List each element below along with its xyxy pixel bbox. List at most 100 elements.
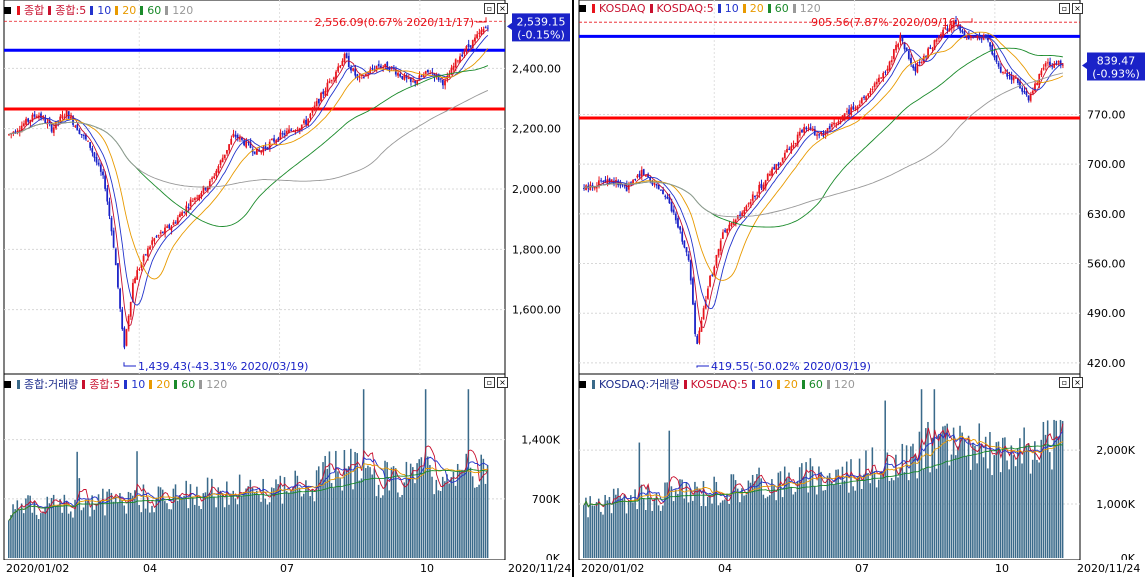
candle <box>441 80 444 86</box>
candle <box>221 157 224 163</box>
volume-bar <box>424 389 427 558</box>
candle <box>867 93 870 97</box>
volume-bar <box>940 432 942 558</box>
volume-bar <box>471 476 474 558</box>
volume-bar <box>365 468 367 558</box>
candle <box>602 181 604 183</box>
candle <box>264 146 267 149</box>
volume-bar <box>779 471 782 558</box>
volume-bar <box>892 480 895 558</box>
close-icon[interactable]: × <box>497 377 508 388</box>
candle <box>108 201 111 216</box>
candle <box>401 75 404 79</box>
volume-bar <box>255 490 258 558</box>
volume-bar <box>392 466 395 558</box>
volume-bar <box>790 486 792 558</box>
volume-bar <box>873 472 876 558</box>
volume-bar <box>57 505 59 558</box>
close-icon[interactable]: × <box>497 3 508 14</box>
candle <box>427 69 429 73</box>
volume-bar <box>685 482 688 558</box>
volume-bar <box>1036 459 1038 558</box>
volume-bar <box>388 490 391 558</box>
close-icon[interactable]: × <box>1072 377 1083 388</box>
vol-ma60-line <box>583 444 1064 508</box>
volume-bar <box>390 467 393 558</box>
high-leader <box>476 17 487 23</box>
volume-bar <box>863 474 865 558</box>
volume-bar <box>437 490 440 558</box>
candle <box>905 47 908 51</box>
volume-bar <box>980 443 983 558</box>
close-icon[interactable]: × <box>1072 3 1083 14</box>
volume-bar <box>749 482 752 558</box>
volume-bar <box>35 514 38 558</box>
candle <box>630 182 632 184</box>
candle <box>482 28 485 32</box>
volume-bar <box>187 508 190 558</box>
volume-bar <box>766 496 769 558</box>
candle <box>843 113 846 118</box>
candle <box>281 133 284 135</box>
candle <box>922 55 925 63</box>
volume-bar <box>431 476 433 558</box>
volume-bar <box>950 454 953 558</box>
candle <box>343 53 346 63</box>
volume-bar <box>106 491 108 558</box>
candle <box>474 37 476 42</box>
kospi-price-panel[interactable]: 종합 종합:5 10 20 60 120 ▫ × 2,400.00 2,200.0… <box>0 0 572 374</box>
kosdaq-price-panel[interactable]: KOSDAQ KOSDAQ:5 10 20 60 120 ▫ × 770.00 7… <box>575 0 1147 374</box>
candle <box>999 66 1002 73</box>
volume-bar <box>897 477 899 558</box>
restore-icon[interactable]: ▫ <box>484 3 495 14</box>
volume-bar <box>1012 455 1015 558</box>
candle <box>422 74 425 77</box>
candle <box>300 124 303 129</box>
candle <box>379 65 382 68</box>
restore-icon[interactable]: ▫ <box>484 377 495 388</box>
volume-bar <box>82 507 85 558</box>
volume-bar <box>87 500 89 558</box>
current-price: 839.47 <box>1097 54 1136 67</box>
candle <box>897 43 899 48</box>
volume-bar <box>448 483 450 558</box>
legend-ma5: KOSDAQ:5 <box>690 377 748 391</box>
volume-bar <box>860 488 863 558</box>
candle <box>375 65 378 70</box>
candle <box>119 288 121 309</box>
volume-bar <box>961 432 963 558</box>
restore-icon[interactable]: ▫ <box>1059 3 1070 14</box>
candle <box>450 67 453 75</box>
candle <box>1006 72 1009 77</box>
kospi-volume-panel[interactable]: 종합:거래량 종합:5 10 20 60 120 ▫ × 1,400K 700K 0… <box>0 374 572 560</box>
candle <box>456 60 459 62</box>
y-tick-label: 560.00 <box>1087 258 1126 271</box>
candle <box>739 214 741 216</box>
candle <box>29 120 32 123</box>
candle <box>138 268 141 271</box>
ma10-line <box>583 27 1064 310</box>
volume-bar <box>771 479 773 558</box>
volume-bar <box>719 502 722 558</box>
candle <box>200 192 203 197</box>
x-label-apr: 04 <box>718 562 732 575</box>
volume-bar <box>721 500 724 558</box>
volume-bar <box>993 455 995 558</box>
volume-bar <box>1023 427 1025 558</box>
candle <box>756 194 758 196</box>
candle <box>1004 72 1006 74</box>
series-marker-icon <box>742 4 746 13</box>
candle <box>185 205 188 213</box>
candle <box>102 171 104 176</box>
candle <box>837 121 840 124</box>
candle <box>649 176 652 181</box>
candle <box>268 141 271 149</box>
candle <box>600 180 602 182</box>
volume-bar <box>155 497 158 558</box>
volume-bar <box>117 502 119 558</box>
volume-bar <box>12 504 14 558</box>
candle <box>484 27 487 29</box>
kosdaq-volume-panel[interactable]: KOSDAQ:거래량 KOSDAQ:5 10 20 60 120 ▫ × 2,0… <box>575 374 1147 560</box>
restore-icon[interactable]: ▫ <box>1059 377 1070 388</box>
candle <box>1040 70 1043 76</box>
